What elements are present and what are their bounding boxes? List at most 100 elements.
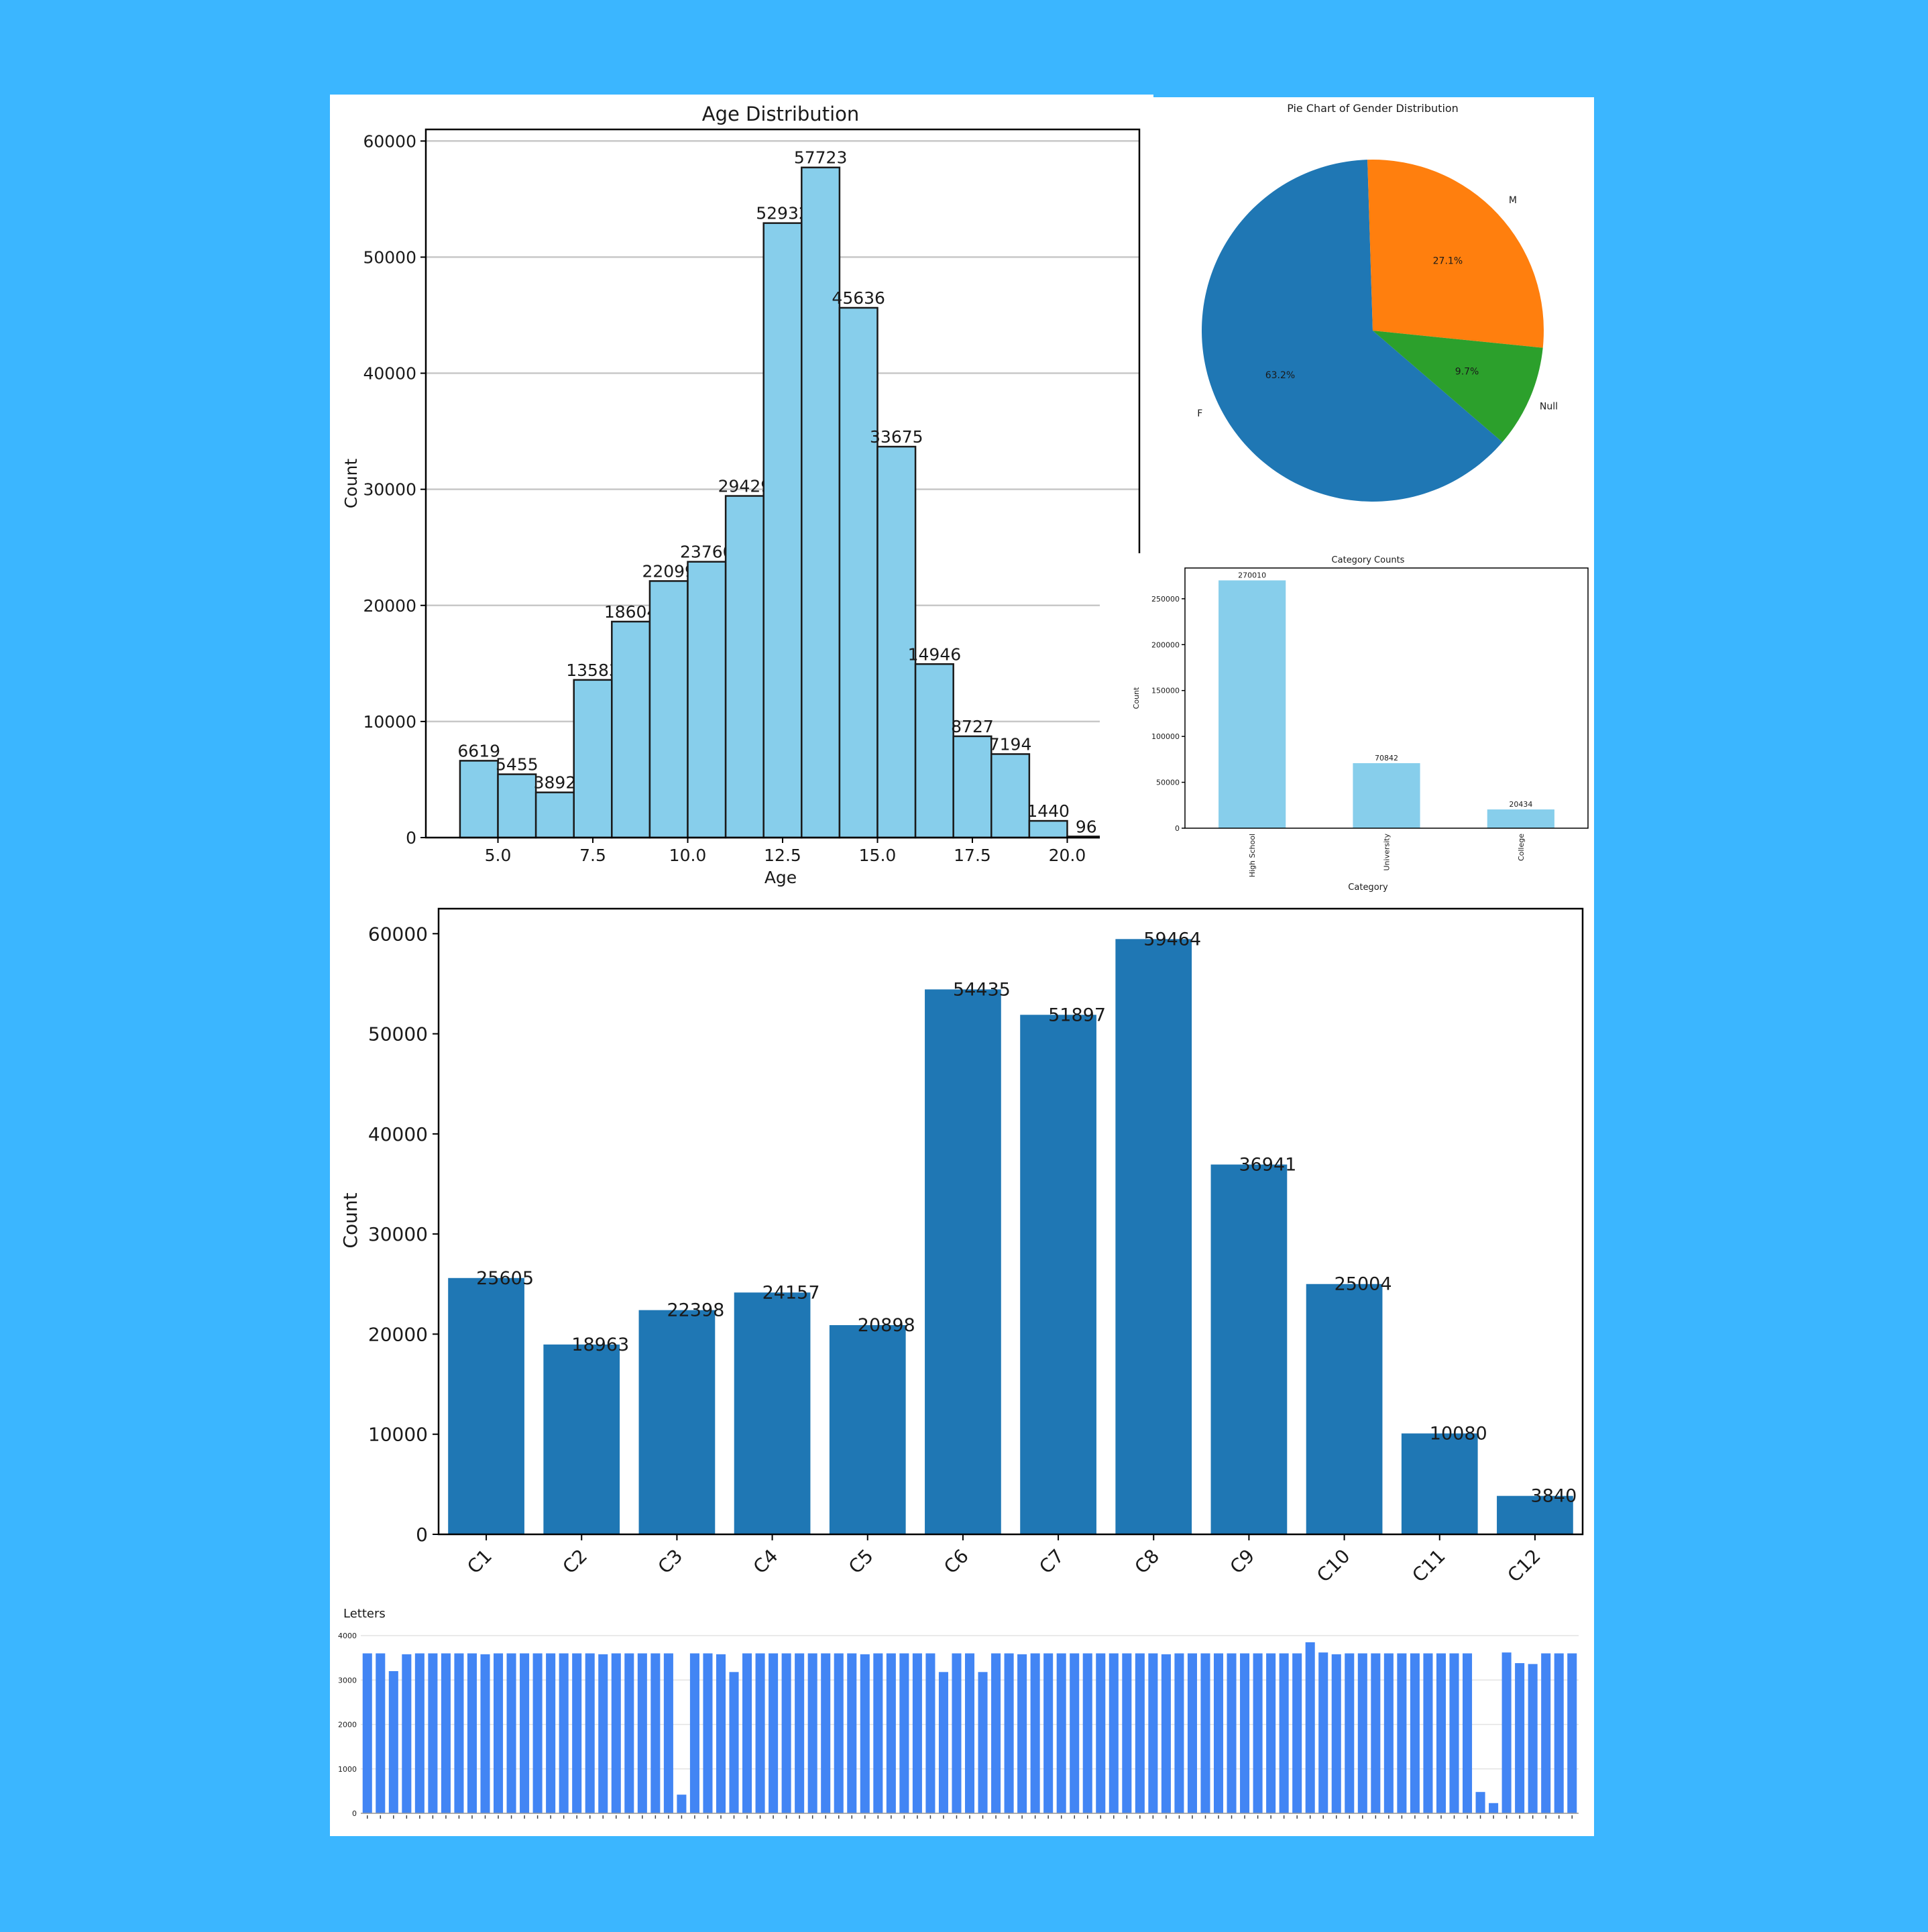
- letter-bar: [1148, 1653, 1158, 1813]
- letter-bar: [912, 1653, 922, 1813]
- letter-bar: [1541, 1653, 1551, 1813]
- bar-value-label: 22099: [642, 561, 695, 581]
- letter-bar: [795, 1653, 805, 1813]
- letter-bar: [1567, 1653, 1577, 1813]
- y-tick-label: 3000: [338, 1676, 357, 1685]
- age-distribution-chart: 0100002000030000400005000060000661954553…: [341, 103, 1141, 887]
- letter-bar: [1318, 1652, 1328, 1813]
- letter-bar: [991, 1653, 1001, 1813]
- bar-value-label: 33675: [870, 427, 923, 447]
- x-tick-label: C7: [1035, 1545, 1068, 1579]
- bar-value-label: 29429: [718, 477, 772, 496]
- class-bar: [1020, 1015, 1096, 1534]
- y-axis-label: Count: [339, 1192, 361, 1248]
- bar-value-label: 6619: [457, 741, 500, 760]
- x-axis-label: Age: [764, 868, 797, 887]
- y-tick-label: 0: [352, 1809, 357, 1818]
- letter-bar: [1305, 1642, 1315, 1813]
- letter-bar: [677, 1795, 687, 1813]
- x-tick-label: C2: [558, 1545, 591, 1579]
- bar-value-label: 13583: [566, 661, 620, 680]
- pie-category-label: Null: [1540, 402, 1558, 412]
- bar-value-label: 18963: [571, 1334, 629, 1355]
- bar-value-label: 14946: [908, 644, 962, 664]
- x-tick-label: 7.5: [579, 846, 606, 865]
- x-tick-label: High School: [1248, 834, 1257, 877]
- histogram-bar: [801, 166, 841, 839]
- x-tick-label: 20.0: [1049, 846, 1086, 865]
- pie-slice: [1202, 160, 1503, 502]
- letter-bar: [559, 1653, 569, 1813]
- class-bar: [1401, 1433, 1478, 1534]
- bar-value-label: 59464: [1143, 929, 1201, 950]
- y-tick-label: 10000: [363, 712, 416, 732]
- y-tick-label: 20000: [368, 1323, 428, 1345]
- letter-bar: [1135, 1653, 1145, 1813]
- histogram-bar: [611, 620, 651, 839]
- y-tick-label: 30000: [368, 1223, 428, 1245]
- class-bar: [448, 1277, 524, 1534]
- bar-value-label: 70842: [1375, 754, 1398, 762]
- letter-bar: [637, 1653, 647, 1813]
- letter-bar: [506, 1653, 516, 1813]
- class-bar: [1210, 1164, 1288, 1534]
- x-tick-label: C10: [1312, 1545, 1354, 1587]
- y-tick-label: 40000: [368, 1123, 428, 1145]
- letter-bar: [624, 1653, 634, 1813]
- x-tick-label: C12: [1504, 1545, 1545, 1587]
- letter-bar: [1004, 1653, 1014, 1813]
- letter-bar: [1030, 1653, 1040, 1813]
- letters-chart: Letters 0 1000 2000 3000 4000: [338, 1607, 1579, 1819]
- letter-bar: [1397, 1653, 1407, 1813]
- y-axis-label: Count: [341, 459, 361, 508]
- letter-bar: [1161, 1654, 1171, 1813]
- histogram-bar: [497, 773, 537, 839]
- histogram-bar: [990, 753, 1031, 839]
- histogram-bar: [1028, 819, 1068, 839]
- pie-slice: [1367, 160, 1544, 348]
- bar-value-label: 24157: [762, 1282, 820, 1303]
- letter-bar: [1253, 1653, 1263, 1813]
- letter-bar: [729, 1672, 739, 1813]
- letter-bar: [454, 1653, 464, 1813]
- class-bar: [1306, 1284, 1383, 1534]
- histogram-bar: [914, 663, 954, 839]
- letter-bar: [899, 1653, 909, 1813]
- class-bar: [638, 1310, 716, 1534]
- letter-bar: [1449, 1653, 1459, 1813]
- letter-bar: [860, 1654, 870, 1813]
- bar-value-label: 3840: [1531, 1486, 1577, 1507]
- bar-value-label: 18604: [604, 602, 658, 622]
- letter-bar: [1501, 1652, 1512, 1813]
- y-axis-label: Count: [1132, 687, 1141, 709]
- category-counts-panel: Category Counts 0 50000 100000 150000 200000 2…: [1100, 553, 1594, 902]
- letter-bar: [520, 1653, 530, 1813]
- letter-bar: [1070, 1653, 1080, 1813]
- letter-bar: [467, 1653, 477, 1813]
- bar-value-label: 10080: [1430, 1424, 1487, 1444]
- letter-bar: [1345, 1653, 1355, 1813]
- y-tick-label: 1000: [338, 1765, 357, 1774]
- bar-value-label: 25605: [476, 1268, 534, 1289]
- letter-bar: [742, 1653, 752, 1813]
- letter-bar: [1240, 1653, 1250, 1813]
- y-tick-label: 40000: [363, 364, 416, 384]
- histogram-bar: [534, 791, 575, 839]
- y-tick-label: 60000: [363, 131, 416, 151]
- y-tick-label: 0: [416, 1524, 428, 1546]
- class-bar: [734, 1292, 811, 1534]
- x-tick-label: 10.0: [669, 846, 707, 865]
- letter-bar: [716, 1654, 726, 1813]
- letter-bar: [1213, 1653, 1224, 1813]
- y-tick-label: 20000: [363, 596, 416, 616]
- x-tick-label: C3: [654, 1545, 687, 1579]
- letter-bar: [1423, 1653, 1433, 1813]
- letter-bar: [376, 1653, 386, 1813]
- letter-bar: [546, 1653, 556, 1813]
- letter-bar: [611, 1653, 621, 1813]
- letter-bar: [414, 1653, 424, 1813]
- chart-title: Age Distribution: [702, 103, 860, 125]
- y-tick-label: 100000: [1151, 732, 1180, 741]
- x-tick-label: C8: [1130, 1545, 1164, 1579]
- y-tick-label: 50000: [1156, 779, 1180, 787]
